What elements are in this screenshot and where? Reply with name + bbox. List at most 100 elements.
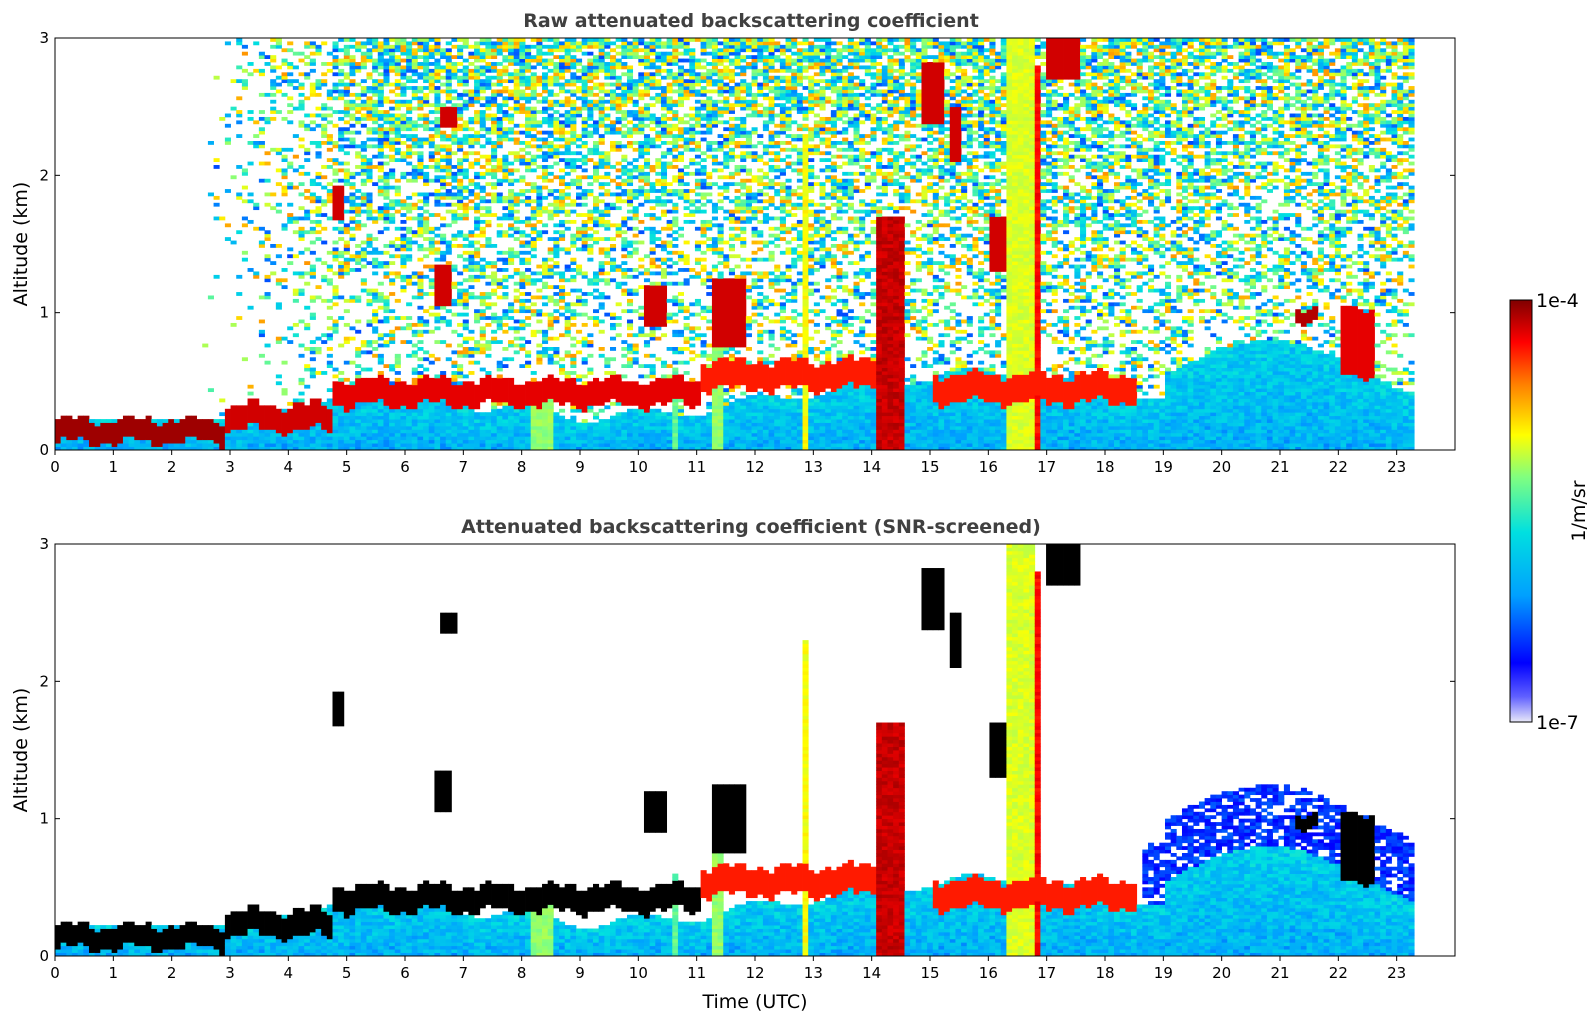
heatmap-cell	[559, 151, 566, 156]
heatmap-cell	[700, 436, 707, 441]
heatmap-cell	[559, 195, 566, 200]
heatmap-cell	[604, 226, 611, 231]
heatmap-cell	[224, 123, 231, 128]
heatmap-cell	[530, 110, 537, 114]
heatmap-cell	[559, 247, 566, 252]
heatmap-cell	[462, 419, 469, 423]
heatmap-cell	[372, 316, 379, 320]
heatmap-cell	[474, 422, 481, 427]
heatmap-cell	[508, 127, 515, 132]
heatmap-cell	[536, 446, 543, 451]
heatmap-cell	[445, 168, 452, 173]
heatmap-cell	[598, 158, 605, 162]
heatmap-cell	[683, 268, 690, 272]
heatmap-cell	[643, 75, 651, 80]
heatmap-cell	[508, 340, 515, 344]
heatmap-cell	[400, 340, 407, 344]
heatmap-cell	[689, 436, 696, 441]
heatmap-cell	[479, 336, 486, 341]
heatmap-cell	[474, 412, 481, 417]
heatmap-cell	[298, 391, 305, 396]
heatmap-cell	[241, 405, 248, 430]
heatmap-cell	[491, 165, 498, 169]
heatmap-cell	[406, 281, 413, 286]
heatmap-cell	[479, 257, 486, 262]
heatmap-cell	[445, 192, 452, 197]
heatmap-cell	[672, 116, 679, 121]
heatmap-cell	[451, 89, 458, 94]
heatmap-cell	[598, 192, 605, 197]
heatmap-cell	[683, 86, 690, 90]
heatmap-cell	[609, 237, 617, 241]
heatmap-cell	[457, 168, 464, 173]
heatmap-cell	[309, 268, 316, 272]
heatmap-cell	[587, 281, 594, 286]
heatmap-cell	[576, 247, 583, 252]
heatmap-cell	[660, 199, 668, 204]
heatmap-cell	[383, 274, 390, 279]
heatmap-cell	[468, 425, 475, 430]
heatmap-cell	[626, 268, 634, 272]
heatmap-cell	[332, 161, 339, 166]
heatmap-cell	[360, 278, 367, 283]
heatmap-cell	[626, 92, 634, 97]
heatmap-cell	[411, 96, 418, 101]
heatmap-cell	[485, 48, 492, 53]
heatmap-cell	[360, 182, 367, 187]
heatmap-cell	[383, 219, 390, 224]
heatmap-cell	[281, 192, 288, 197]
heatmap-cell	[581, 44, 588, 49]
heatmap-cell	[434, 199, 441, 204]
heatmap-cell	[360, 147, 367, 152]
heatmap-cell	[292, 154, 299, 159]
heatmap-cell	[440, 319, 447, 324]
heatmap-cell	[338, 268, 345, 272]
heatmap-cell	[389, 99, 396, 104]
heatmap-cell	[128, 439, 135, 444]
heatmap-cell	[349, 425, 356, 430]
heatmap-cell	[275, 436, 282, 441]
heatmap-cell	[275, 44, 282, 49]
heatmap-cell	[604, 44, 611, 49]
heatmap-cell	[593, 432, 600, 437]
heatmap-cell	[689, 219, 696, 224]
heatmap-cell	[491, 336, 498, 341]
heatmap-cell	[666, 123, 673, 128]
heatmap-cell	[626, 161, 634, 166]
heatmap-cell	[525, 340, 532, 344]
heatmap-cell	[570, 82, 577, 87]
heatmap-cell	[417, 38, 424, 42]
heatmap-cell	[513, 51, 520, 56]
heatmap-cell	[411, 202, 418, 207]
heatmap-cell	[530, 144, 537, 149]
heatmap-cell	[281, 412, 288, 437]
heatmap-cell	[689, 134, 696, 138]
heatmap-cell	[672, 237, 679, 241]
heatmap-cell	[343, 195, 350, 200]
heatmap-cell	[468, 422, 475, 427]
heatmap-cell	[366, 422, 373, 427]
heatmap-cell	[372, 401, 379, 406]
heatmap-cell	[689, 75, 696, 80]
heatmap-cell	[298, 92, 305, 97]
heatmap-cell	[445, 158, 452, 162]
heatmap-cell	[332, 405, 339, 410]
heatmap-cell	[542, 58, 549, 63]
heatmap-cell	[479, 298, 486, 303]
heatmap-cell	[287, 110, 294, 114]
heatmap-cell	[332, 178, 339, 183]
heatmap-cell	[326, 189, 333, 193]
heatmap-cell	[621, 415, 628, 420]
heatmap-cell	[479, 72, 486, 77]
heatmap-cell	[253, 425, 260, 430]
heatmap-cell	[258, 127, 265, 132]
heatmap-cell	[502, 165, 509, 169]
heatmap-cell	[440, 316, 447, 320]
heatmap-cell	[513, 154, 520, 159]
heatmap-cell	[377, 72, 384, 77]
heatmap-cell	[683, 429, 690, 434]
heatmap-cell	[411, 384, 418, 410]
heatmap-cell	[519, 281, 526, 286]
heatmap-cell	[462, 340, 469, 344]
heatmap-cell	[508, 96, 515, 101]
